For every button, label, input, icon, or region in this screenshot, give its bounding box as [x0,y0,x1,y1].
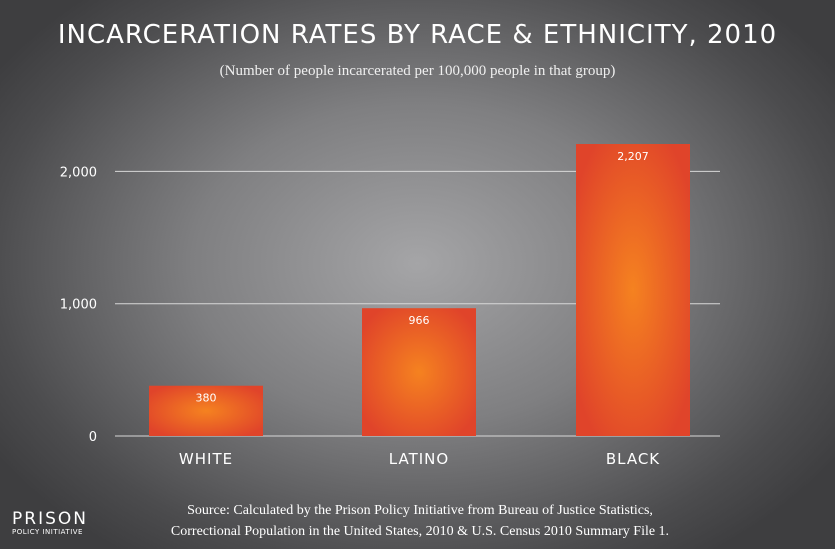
bar-value-label: 2,207 [617,150,649,163]
y-tick-label: 1,000 [60,298,97,313]
source-line-1: Source: Calculated by the Prison Policy … [187,503,653,518]
x-category-label: WHITE [179,450,233,468]
source-note: Source: Calculated by the Prison Policy … [120,500,720,542]
bar-value-label: 380 [196,392,217,405]
bar-black [576,144,690,436]
prison-policy-logo: PRISON POLICY INITIATIVE [12,510,88,536]
y-tick-label: 0 [89,430,97,445]
bar-latino [362,308,476,436]
chart-subtitle: (Number of people incarcerated per 100,0… [219,63,616,79]
x-category-label: BLACK [606,450,660,468]
y-tick-label: 2,000 [60,165,97,180]
x-category-label: LATINO [389,450,449,468]
logo-top-text: PRISON [12,509,88,529]
bar-value-label: 966 [409,314,430,327]
logo-bottom-text: POLICY INITIATIVE [12,528,83,536]
chart-title: INCARCERATION RATES BY RACE & ETHNICITY,… [57,20,778,50]
source-line-2: Correctional Population in the United St… [170,524,670,539]
bar-white [149,385,263,436]
